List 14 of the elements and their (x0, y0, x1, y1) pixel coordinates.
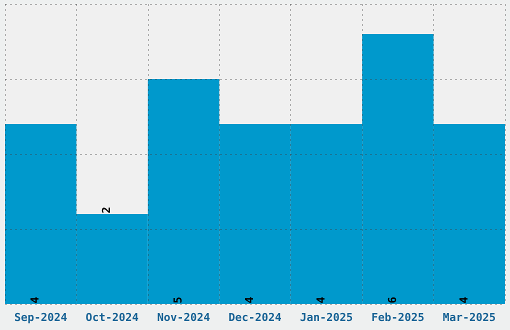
x-tick-label: Sep-2024 (14, 311, 68, 324)
x-tick-label: Oct-2024 (86, 311, 140, 324)
data-label: 5 (172, 296, 185, 304)
data-label: 4 (457, 296, 470, 304)
data-label: 4 (28, 296, 42, 304)
x-tick-label: Feb-2025 (371, 311, 424, 324)
x-tick-label: Nov-2024 (157, 311, 210, 324)
data-label: 6 (386, 296, 399, 304)
data-label: 4 (314, 296, 328, 304)
x-tick-label: Jan-2025 (300, 311, 353, 324)
data-label: 4 (243, 296, 256, 304)
x-tick-label: Dec-2024 (228, 311, 282, 324)
data-label: 2 (100, 206, 114, 214)
x-tick-label: Mar-2025 (442, 311, 496, 324)
